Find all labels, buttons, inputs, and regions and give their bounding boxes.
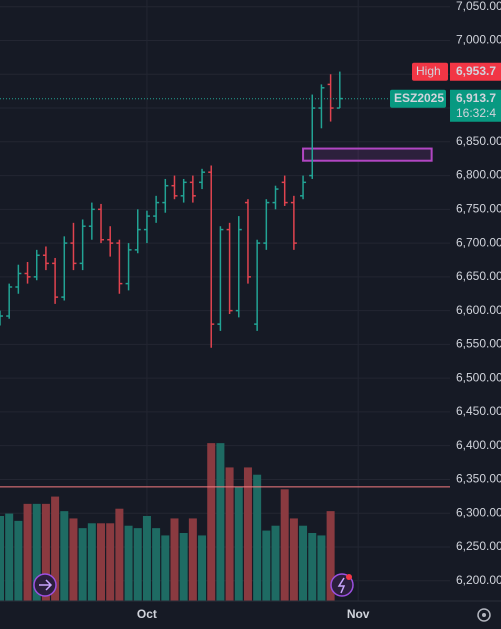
symbol-label: ESZ2025 [394, 91, 444, 105]
y-tick-label: 6,400.00 [456, 438, 501, 452]
y-tick-label: 6,800.00 [456, 168, 501, 182]
volume-bar [299, 525, 308, 601]
volume-bar [133, 528, 142, 601]
volume-bar [170, 518, 179, 601]
volume-bar [179, 533, 188, 601]
volume-bar [243, 467, 252, 601]
volume-bar [32, 503, 41, 601]
volume-bar [271, 525, 280, 601]
volume-bar [23, 503, 32, 601]
countdown-label: 16:32:4 [456, 106, 496, 120]
volume-bar [198, 535, 207, 601]
volume-bar [14, 520, 23, 601]
volume-bar [216, 443, 225, 601]
volume-bar [60, 511, 69, 601]
flash-icon[interactable] [330, 573, 354, 597]
volume-bar [69, 518, 78, 601]
plot [0, 0, 450, 601]
volume-bar [41, 503, 50, 601]
volume-bar [253, 474, 262, 601]
last-price-tag [450, 89, 501, 122]
y-tick-label: 7,050.00 [456, 0, 501, 13]
volume-bar [78, 528, 87, 601]
volume-bar [51, 496, 60, 601]
y-tick-label: 6,850.00 [456, 134, 501, 148]
volume-bar [106, 523, 115, 601]
y-tick-label: 6,300.00 [456, 505, 501, 519]
zone [302, 147, 433, 162]
volume-bar [87, 523, 96, 601]
y-tick-label: 6,650.00 [456, 269, 501, 283]
high-tag [412, 62, 448, 81]
volume-bar [207, 443, 216, 601]
x-tick-label: Oct [137, 607, 157, 621]
volume-bar [0, 516, 4, 601]
last-price-label: 6,913.7 [456, 91, 496, 105]
y-tick-label: 6,350.00 [456, 472, 501, 486]
y-tick-label: 6,550.00 [456, 337, 501, 351]
symbol-tag [390, 89, 446, 108]
y-tick-label: 6,600.00 [456, 303, 501, 317]
settings-icon[interactable] [477, 608, 491, 622]
volume-bar [188, 518, 197, 601]
y-tick-label: 6,250.00 [456, 539, 501, 553]
y-tick-label: 6,500.00 [456, 370, 501, 384]
y-tick-label: 7,000.00 [456, 33, 501, 47]
volume-bar [225, 467, 234, 601]
y-tick-label: 6,750.00 [456, 202, 501, 216]
volume-bar [124, 525, 133, 601]
high-tag-label: High [416, 64, 441, 78]
volume-bar [317, 535, 326, 601]
y-tick-label: 6,700.00 [456, 235, 501, 249]
volume-bar [262, 530, 271, 601]
volume-bar [308, 533, 317, 601]
volume-bar [161, 535, 170, 601]
y-tick-label: 6,200.00 [456, 573, 501, 587]
volume-bar [280, 489, 289, 601]
high-price-tag [450, 62, 501, 81]
y-tick-label: 6,450.00 [456, 404, 501, 418]
volume-bar [115, 508, 124, 601]
volume-bar [326, 511, 335, 601]
volume-bar [234, 486, 243, 601]
high-price-label: 6,953.7 [456, 64, 496, 78]
volume-bar [97, 523, 106, 601]
volume-bar [142, 516, 151, 601]
x-tick-label: Nov [347, 607, 370, 621]
replay-icon[interactable] [33, 573, 57, 597]
volume-bar [289, 518, 298, 601]
volume-bar [152, 528, 161, 601]
volume-bar [5, 513, 14, 601]
